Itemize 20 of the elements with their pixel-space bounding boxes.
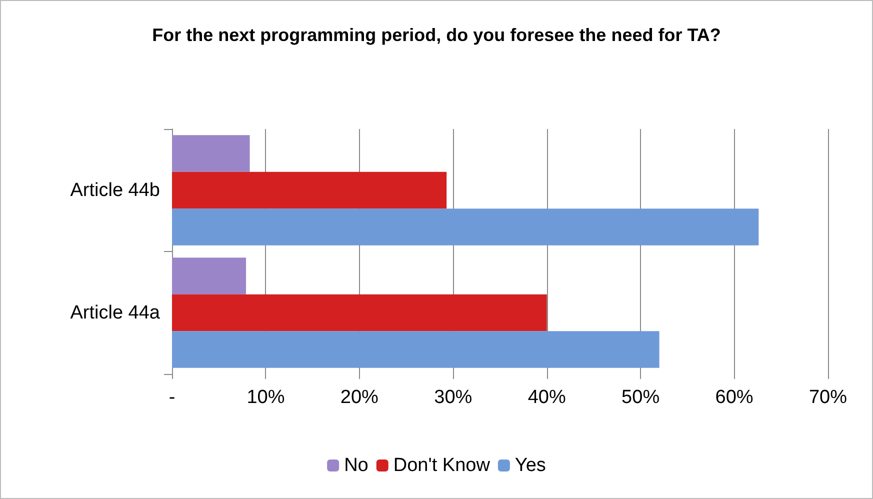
bar (172, 258, 246, 294)
bar (172, 331, 660, 368)
bar (172, 208, 759, 246)
y-tick-label: Article 44b (70, 180, 160, 201)
chart-title: For the next programming period, do you foresee the need for TA? (152, 25, 721, 45)
y-tick-label: Article 44a (70, 302, 160, 324)
legend-label: No (344, 455, 368, 476)
x-tick-label: 50% (622, 387, 660, 408)
x-tick-label: 40% (528, 387, 566, 408)
x-tick-label: - (168, 387, 176, 408)
x-tick-label: 10% (246, 387, 285, 408)
bar (172, 294, 547, 332)
x-tick-label: 70% (808, 387, 848, 408)
bar (172, 135, 250, 172)
bar (172, 172, 447, 209)
x-tick-label: 20% (340, 387, 379, 408)
legend-label: Don't Know (393, 455, 490, 476)
x-tick-label: 30% (434, 387, 472, 408)
x-tick-label: 60% (715, 387, 754, 408)
legend-label: Yes (514, 455, 546, 476)
